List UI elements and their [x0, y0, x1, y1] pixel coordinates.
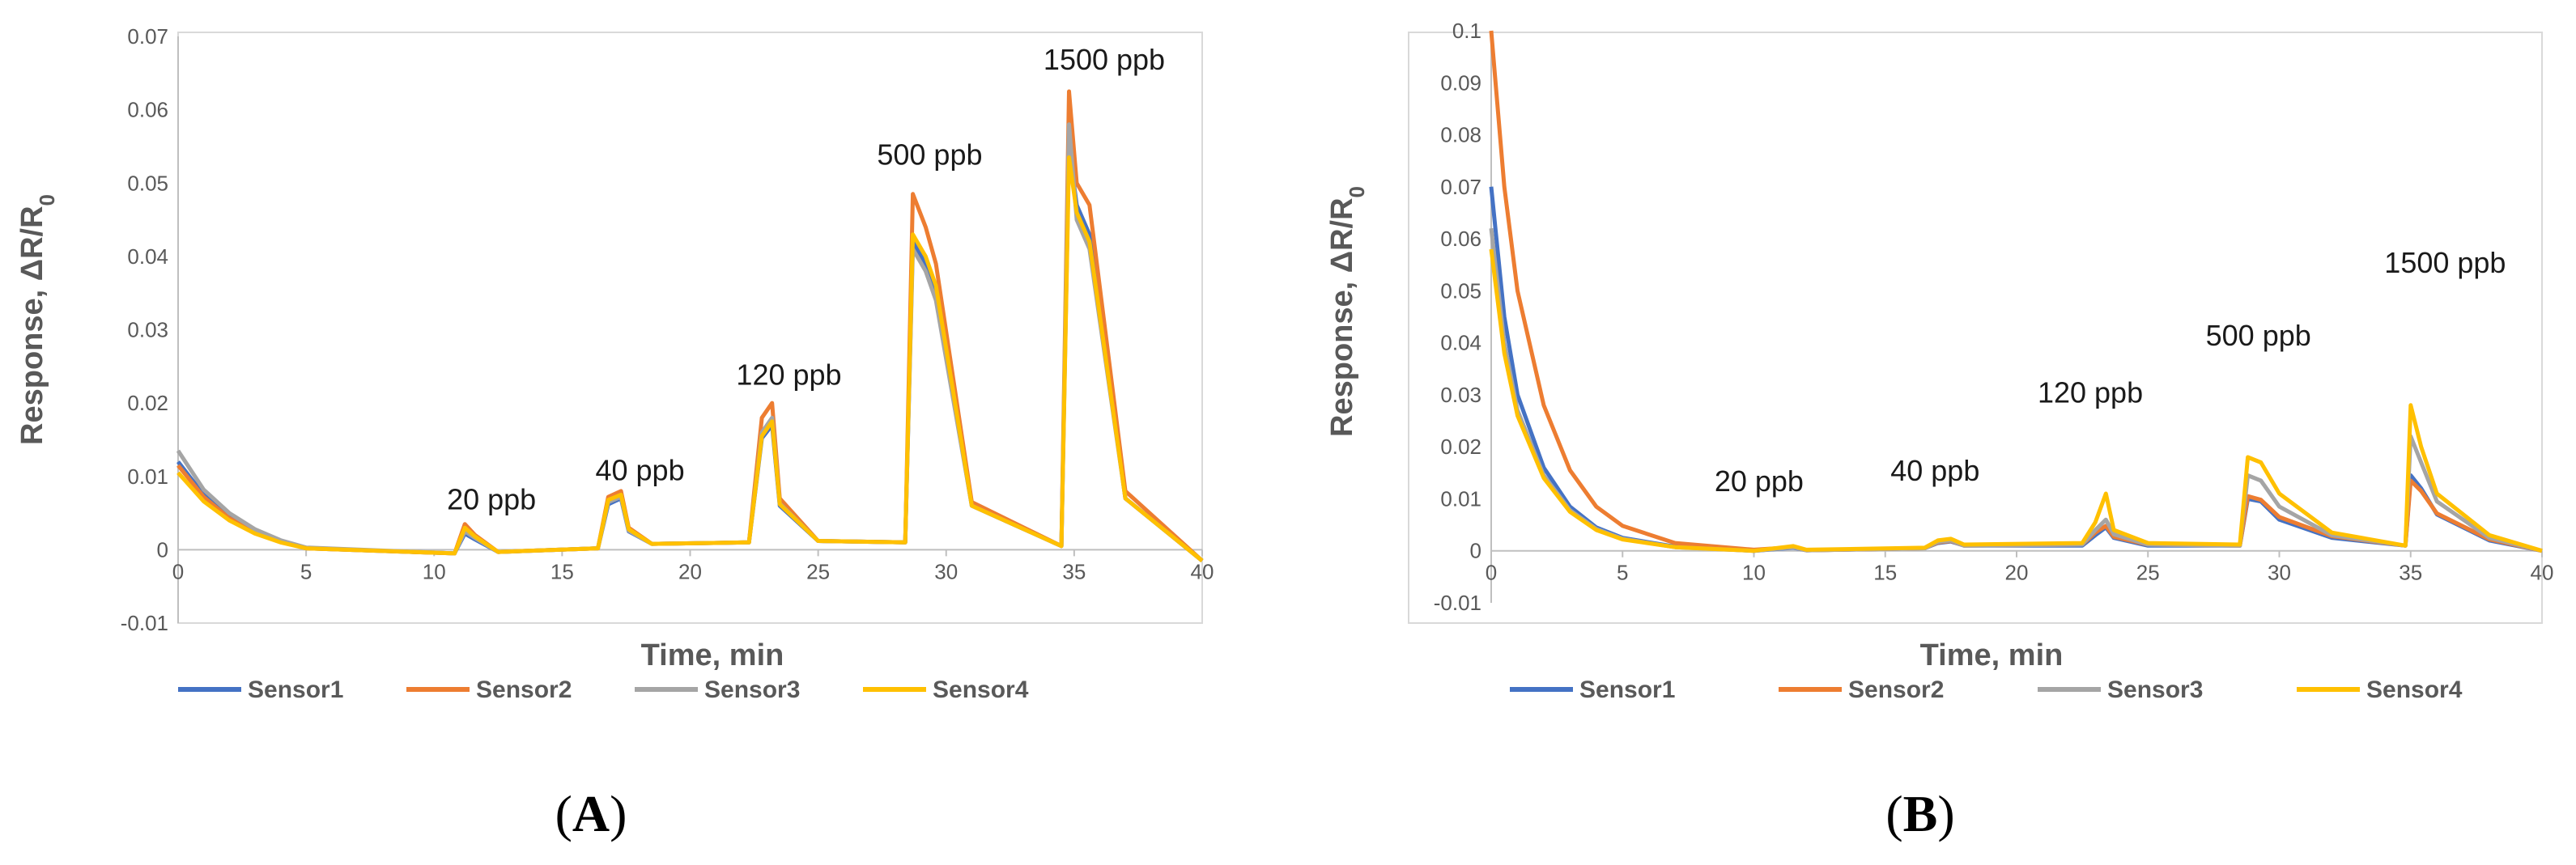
- chart-a-legend-label: Sensor1: [248, 676, 343, 703]
- chart-a-x-tick-label: 30: [934, 559, 958, 583]
- chart-b-annotation: 1500 ppb: [2384, 246, 2506, 279]
- chart-a-annotation: 1500 ppb: [1044, 43, 1165, 76]
- chart-a-y-tick-label: 0.07: [127, 24, 168, 49]
- chart-a-series-sensor3: [176, 122, 1204, 562]
- chart-a-x-tick-label: 0: [172, 559, 184, 583]
- chart-b-legend-label: Sensor2: [1848, 676, 1944, 703]
- chart-a-annotation: 40 ppb: [595, 453, 684, 486]
- chart-b-legend-label: Sensor1: [1579, 676, 1675, 703]
- chart-a-x-tick-label: 25: [806, 559, 830, 583]
- chart-b-legend-label: Sensor4: [2366, 676, 2463, 703]
- chart-b-x-tick-label: 5: [1617, 561, 1628, 585]
- chart-b-y-tick-label: 0: [1470, 539, 1481, 563]
- chart-b-xlabel: Time, min: [1920, 638, 2064, 672]
- chart-b-y-tick-label: 0.08: [1440, 123, 1481, 147]
- chart-b-y-tick-label: 0.04: [1440, 331, 1481, 355]
- chart-b-annotation: 120 ppb: [2038, 376, 2143, 409]
- panel-label-b: (B): [1885, 785, 1954, 842]
- chart-b-series-sensor2: [1489, 30, 2543, 553]
- chart-b-y-tick-label: -0.01: [1434, 591, 1481, 615]
- chart-a-y-tick-label: 0.01: [127, 464, 168, 489]
- chart-b-x-tick-label: 0: [1486, 561, 1497, 585]
- chart-b-y-tick-label: 0.07: [1440, 175, 1481, 199]
- chart-panel-b: 0 5 10 15 20 25 30 35 40-0.0100.010.020.030.040.…: [1325, 19, 2553, 842]
- chart-a-frame: [177, 32, 1203, 624]
- chart-a-x-tick-label: 10: [423, 559, 446, 583]
- chart-a-y-tick-label: 0.02: [127, 391, 168, 415]
- chart-b-y-tick-label: 0.05: [1440, 278, 1481, 303]
- panel-label-a: (A): [555, 785, 627, 842]
- chart-b-annotation: 20 ppb: [1715, 464, 1804, 498]
- chart-panel-a: 0 5 10 15 20 25 30 35 40 -0.01 0 0.01 0.02 0.03 0.04 0.…: [15, 24, 1214, 842]
- chart-b-x-tick-label: 40: [2531, 561, 2554, 585]
- chart-a-x-tick-label: 40: [1191, 559, 1214, 583]
- chart-b-x-tick-label: 30: [2268, 561, 2291, 585]
- chart-b-x-tick-label: 35: [2399, 561, 2422, 585]
- chart-b-series-sensor4: [1489, 248, 2543, 553]
- chart-a-legend-label: Sensor2: [476, 676, 572, 703]
- chart-a-x-tick-label: 5: [300, 559, 312, 583]
- chart-b-y-tick-label: 0.1: [1452, 19, 1481, 43]
- chart-a-annotation: 500 ppb: [877, 138, 982, 172]
- chart-b-legend-label: Sensor3: [2107, 676, 2203, 703]
- chart-a-series-sensor1: [176, 144, 1204, 562]
- chart-b-frame: [1408, 32, 2543, 624]
- chart-a-y-tick-label: 0.03: [127, 318, 168, 342]
- chart-a-y-tick-label: 0.05: [127, 171, 168, 195]
- chart-a-x-tick-label: 20: [678, 559, 702, 583]
- chart-b-ylabel: Response, ΔR/R0: [1325, 186, 1369, 437]
- chart-a-x-tick-label: 15: [550, 559, 574, 583]
- chart-a-series-sensor4: [176, 155, 1204, 562]
- chart-b-y-tick-label: 0.02: [1440, 435, 1481, 459]
- chart-b-y-tick-label: 0.01: [1440, 486, 1481, 511]
- chart-b-x-tick-label: 10: [1742, 561, 1766, 585]
- chart-a-y-tick-label: -0.01: [121, 611, 168, 635]
- chart-a-legend-label: Sensor3: [704, 676, 800, 703]
- chart-a-ylabel: Response, ΔR/R0: [15, 194, 59, 445]
- chart-a-annotation: 20 ppb: [447, 483, 536, 516]
- chart-a-y-tick-label: 0.06: [127, 98, 168, 122]
- chart-b-y-tick-label: 0.09: [1440, 70, 1481, 95]
- chart-b-x-tick-label: 15: [1873, 561, 1897, 585]
- chart-b-y-tick-label: 0.03: [1440, 383, 1481, 407]
- chart-b-y-tick-label: 0.06: [1440, 227, 1481, 251]
- chart-a-legend-label: Sensor4: [933, 676, 1029, 703]
- chart-a-y-tick-label: 0.04: [127, 244, 168, 269]
- chart-a-xlabel: Time, min: [641, 638, 784, 672]
- chart-b-series-sensor1: [1489, 186, 2543, 553]
- chart-b-x-tick-label: 20: [2005, 561, 2029, 585]
- chart-b-annotation: 40 ppb: [1890, 454, 1979, 487]
- chart-b-x-tick-label: 25: [2136, 561, 2160, 585]
- chart-a-x-tick-label: 35: [1062, 559, 1086, 583]
- chart-a-y-tick-label: 0: [157, 537, 168, 562]
- chart-a-series-sensor2: [176, 89, 1204, 562]
- chart-b-annotation: 500 ppb: [2206, 319, 2311, 352]
- chart-a-annotation: 120 ppb: [736, 358, 841, 391]
